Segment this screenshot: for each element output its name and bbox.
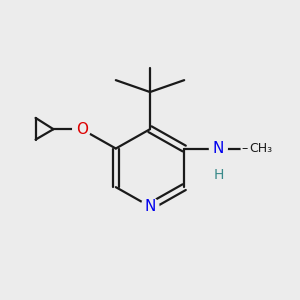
Text: N: N: [213, 141, 224, 156]
Circle shape: [241, 137, 264, 160]
Text: H: H: [213, 168, 224, 182]
Text: O: O: [76, 122, 88, 137]
Text: N: N: [144, 199, 156, 214]
Text: CH₃: CH₃: [250, 142, 273, 155]
Circle shape: [73, 120, 91, 138]
Circle shape: [141, 198, 159, 215]
Circle shape: [209, 140, 227, 158]
Text: –: –: [242, 142, 248, 155]
